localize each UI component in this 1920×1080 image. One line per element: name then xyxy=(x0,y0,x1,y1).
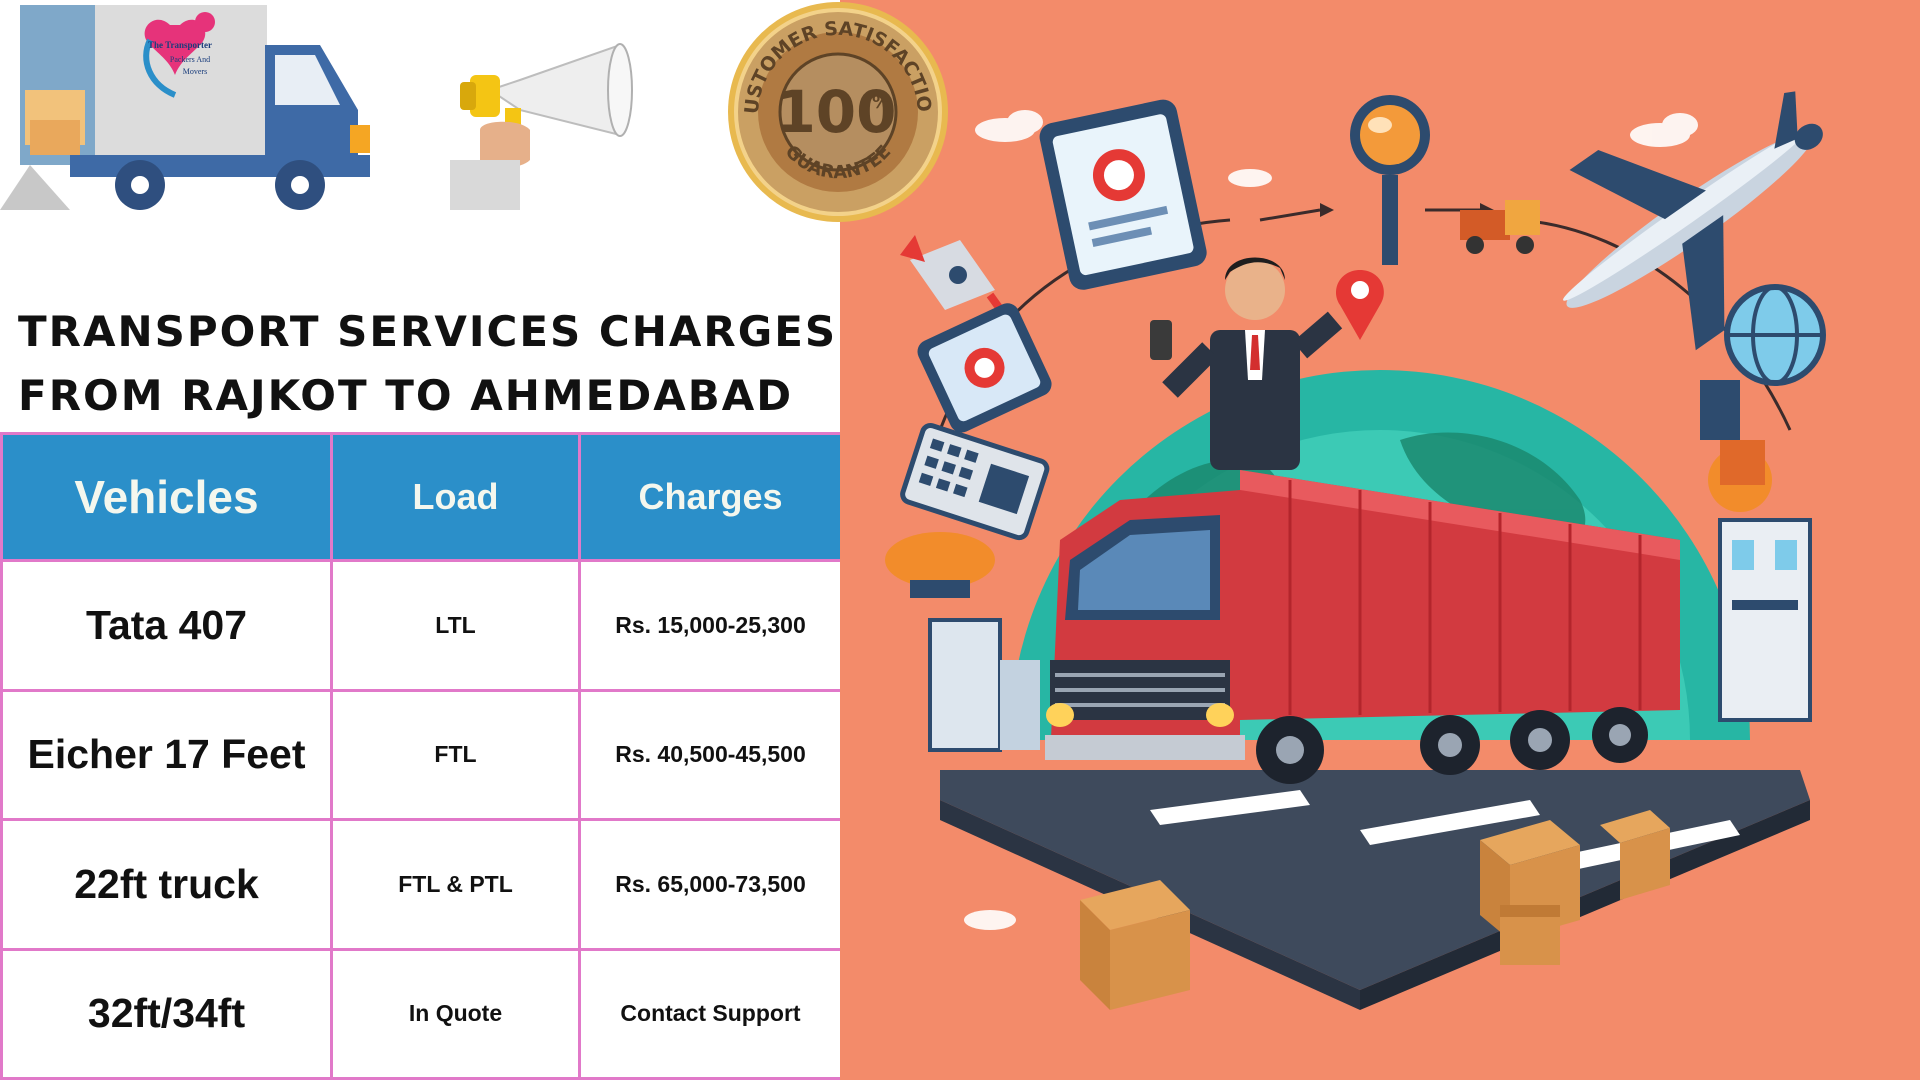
airplane-icon xyxy=(1562,91,1823,351)
load-cell: FTL & PTL xyxy=(330,818,581,951)
location-pole-icon xyxy=(1350,95,1430,265)
vehicle-cell: Tata 407 xyxy=(0,559,333,692)
badge-percent: 100 xyxy=(775,78,896,146)
cardboard-boxes xyxy=(1080,810,1670,1010)
badge-percent-symbol: % xyxy=(872,92,890,113)
title-line-2: FROM RAJKOT TO AHMEDABAD xyxy=(18,371,794,420)
globe-icon xyxy=(1724,284,1826,386)
charges-cell: Rs. 40,500-45,500 xyxy=(578,688,843,821)
table-row: Eicher 17 Feet FTL Rs. 40,500-45,500 xyxy=(0,688,843,821)
logo-line-2: Packers And xyxy=(170,55,210,64)
charges-cell: Rs. 65,000-73,500 xyxy=(578,818,843,951)
logistics-illustration-panel xyxy=(840,0,1920,1080)
moving-truck-illustration: The Transporter Packers And Movers xyxy=(0,0,380,215)
table-header-row: Vehicles Load Charges xyxy=(0,432,843,562)
header-charges: Charges xyxy=(578,432,843,562)
logo-line-1: The Transporter xyxy=(148,40,212,50)
robot-arm-icon xyxy=(1700,380,1772,512)
road-platform xyxy=(940,770,1810,990)
table-row: Tata 407 LTL Rs. 15,000-25,300 xyxy=(0,559,843,692)
title-line-1: TRANSPORT SERVICES CHARGES xyxy=(18,307,838,356)
orange-device-icon xyxy=(885,532,995,598)
businessman-figure xyxy=(1150,257,1384,470)
charges-cell: Rs. 15,000-25,300 xyxy=(578,559,843,692)
red-truck xyxy=(1045,470,1680,784)
page-title: TRANSPORT SERVICES CHARGES FROM RAJKOT T… xyxy=(18,300,837,428)
vehicle-cell: 32ft/34ft xyxy=(0,947,333,1080)
small-truck-icon xyxy=(1460,200,1540,254)
load-cell: FTL xyxy=(330,688,581,821)
tablet-icon xyxy=(1039,99,1207,290)
load-cell: In Quote xyxy=(330,947,581,1080)
vehicle-cell: Eicher 17 Feet xyxy=(0,688,333,821)
megaphone-icon xyxy=(450,43,633,210)
charges-table: Vehicles Load Charges Tata 407 LTL Rs. 1… xyxy=(0,432,843,1080)
table-row: 22ft truck FTL & PTL Rs. 65,000-73,500 xyxy=(0,818,843,951)
satisfaction-guarantee-badge: 100 % CUSTOMER SATISFACTION GUARANTEE xyxy=(718,0,948,222)
card-reader-icon xyxy=(900,422,1050,541)
vehicle-cell: 22ft truck xyxy=(0,818,333,951)
table-row: 32ft/34ft In Quote Contact Support xyxy=(0,947,843,1080)
left-panel: The Transporter Packers And Movers TRANS… xyxy=(0,0,843,1080)
building-icon xyxy=(1718,518,1812,722)
logistics-illustration xyxy=(885,91,1826,1010)
charges-cell: Contact Support xyxy=(578,947,843,1080)
smartphone-icon xyxy=(917,303,1052,433)
header-load: Load xyxy=(330,432,581,562)
logo-line-3: Movers xyxy=(183,67,207,76)
load-cell: LTL xyxy=(330,559,581,692)
header-vehicles: Vehicles xyxy=(0,432,333,562)
left-building-icon xyxy=(928,618,1040,752)
